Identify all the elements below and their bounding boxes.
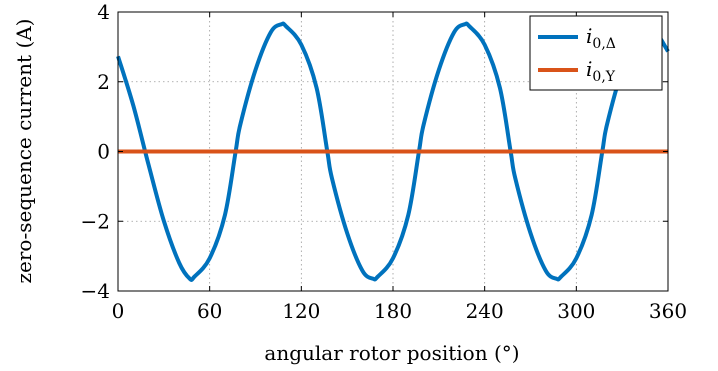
y-tick-labels: −4 −2 0 2 4 (81, 0, 110, 303)
x-tick-label: 180 (374, 299, 412, 323)
x-axis-label: angular rotor position (°) (264, 341, 519, 365)
tick-marks (117, 11, 669, 292)
x-tick-label: 0 (112, 299, 125, 323)
y-axis-label: zero-sequence current (A) (12, 19, 36, 284)
x-tick-labels: 0 60 120 180 240 300 360 (112, 299, 687, 323)
x-tick-label: 60 (197, 299, 222, 323)
series-layer (116, 20, 670, 283)
x-tick-label: 120 (282, 299, 320, 323)
series-line-i0-delta (116, 20, 670, 283)
y-tick-label: −4 (81, 279, 110, 303)
y-tick-label: 4 (97, 0, 110, 24)
y-tick-label: 2 (97, 70, 110, 94)
x-tick-label: 300 (557, 299, 595, 323)
legend-entry: i0,Y (586, 57, 616, 85)
x-tick-label: 240 (466, 299, 504, 323)
legend: i0,Δ i0,Y (529, 15, 663, 91)
legend-box (529, 15, 663, 91)
y-tick-label: 0 (97, 140, 110, 164)
y-tick-label: −2 (81, 209, 110, 233)
legend-entry: i0,Δ (586, 24, 616, 52)
x-tick-label: 360 (649, 299, 687, 323)
